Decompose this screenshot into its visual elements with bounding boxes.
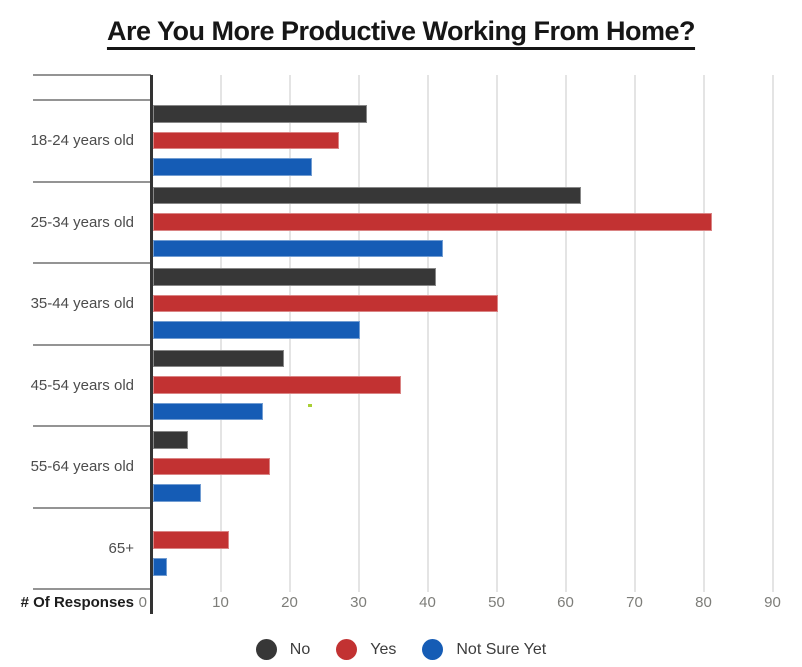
bar-yes — [153, 213, 712, 231]
gridline — [702, 75, 705, 592]
category-label: 35-44 years old — [30, 295, 134, 313]
legend-item-yes[interactable]: Yes — [336, 639, 396, 660]
category-tick-line — [33, 74, 151, 76]
bar-yes — [153, 457, 271, 475]
bar-no — [153, 268, 436, 286]
category-label: 25-34 years old — [30, 213, 134, 231]
gridline — [426, 75, 429, 592]
x-tick-label: 20 — [281, 594, 298, 611]
legend-label: Yes — [370, 640, 397, 658]
x-tick-label: 50 — [488, 594, 505, 611]
legend-label: No — [289, 640, 311, 658]
category-tick-line — [33, 506, 151, 509]
bar-no — [153, 105, 367, 123]
legend-item-no[interactable]: No — [255, 639, 311, 660]
gridline — [564, 75, 567, 592]
bar-yes — [153, 131, 340, 149]
bar-no — [153, 186, 581, 204]
bar-no — [153, 349, 285, 367]
category-tick-line — [33, 588, 151, 590]
bar-not-sure-yet — [153, 321, 360, 339]
legend-dot-not-sure-yet-icon — [422, 639, 444, 660]
category-tick-line — [33, 425, 151, 427]
x-tick-label: 80 — [695, 594, 712, 611]
x-axis-label: # Of Responses — [20, 594, 134, 611]
stray-pixel-artifact — [308, 404, 312, 407]
gridline — [771, 75, 774, 592]
legend-dot-no-icon — [255, 639, 277, 660]
bar-not-sure-yet — [153, 158, 312, 176]
bar-not-sure-yet — [153, 239, 443, 257]
gridline — [633, 75, 636, 592]
gridline — [495, 75, 498, 592]
bar-yes — [153, 294, 498, 312]
y-axis-line — [150, 75, 153, 614]
x-tick-label: 60 — [557, 594, 574, 611]
category-label: 55-64 years old — [30, 458, 134, 476]
x-tick-label: 30 — [350, 594, 367, 611]
legend-dot-yes-icon — [336, 639, 358, 660]
category-label: 18-24 years old — [30, 132, 134, 150]
bar-yes — [153, 531, 229, 549]
category-tick-line — [33, 343, 151, 346]
category-tick-line — [33, 99, 151, 101]
chart-title: Are You More Productive Working From Hom… — [106, 16, 696, 46]
x-tick-label: 40 — [419, 594, 436, 611]
bar-no — [153, 431, 188, 449]
bar-not-sure-yet — [153, 402, 264, 420]
x-tick-label: 70 — [626, 594, 643, 611]
bar-not-sure-yet — [153, 558, 167, 576]
x-tick-label: 10 — [212, 594, 229, 611]
legend-item-not-sure-yet[interactable]: Not Sure Yet — [422, 639, 546, 660]
bar-not-sure-yet — [153, 484, 202, 502]
category-label: 45-54 years old — [30, 376, 134, 394]
legend-label: Not Sure Yet — [456, 640, 547, 658]
category-tick-line — [33, 180, 151, 183]
x-tick-label: 90 — [764, 594, 781, 611]
bar-yes — [153, 376, 402, 394]
legend: No Yes Not Sure Yet — [0, 639, 802, 660]
category-label: 65+ — [108, 539, 134, 557]
x-tick-label: 0 — [138, 594, 147, 611]
category-tick-line — [33, 262, 151, 264]
